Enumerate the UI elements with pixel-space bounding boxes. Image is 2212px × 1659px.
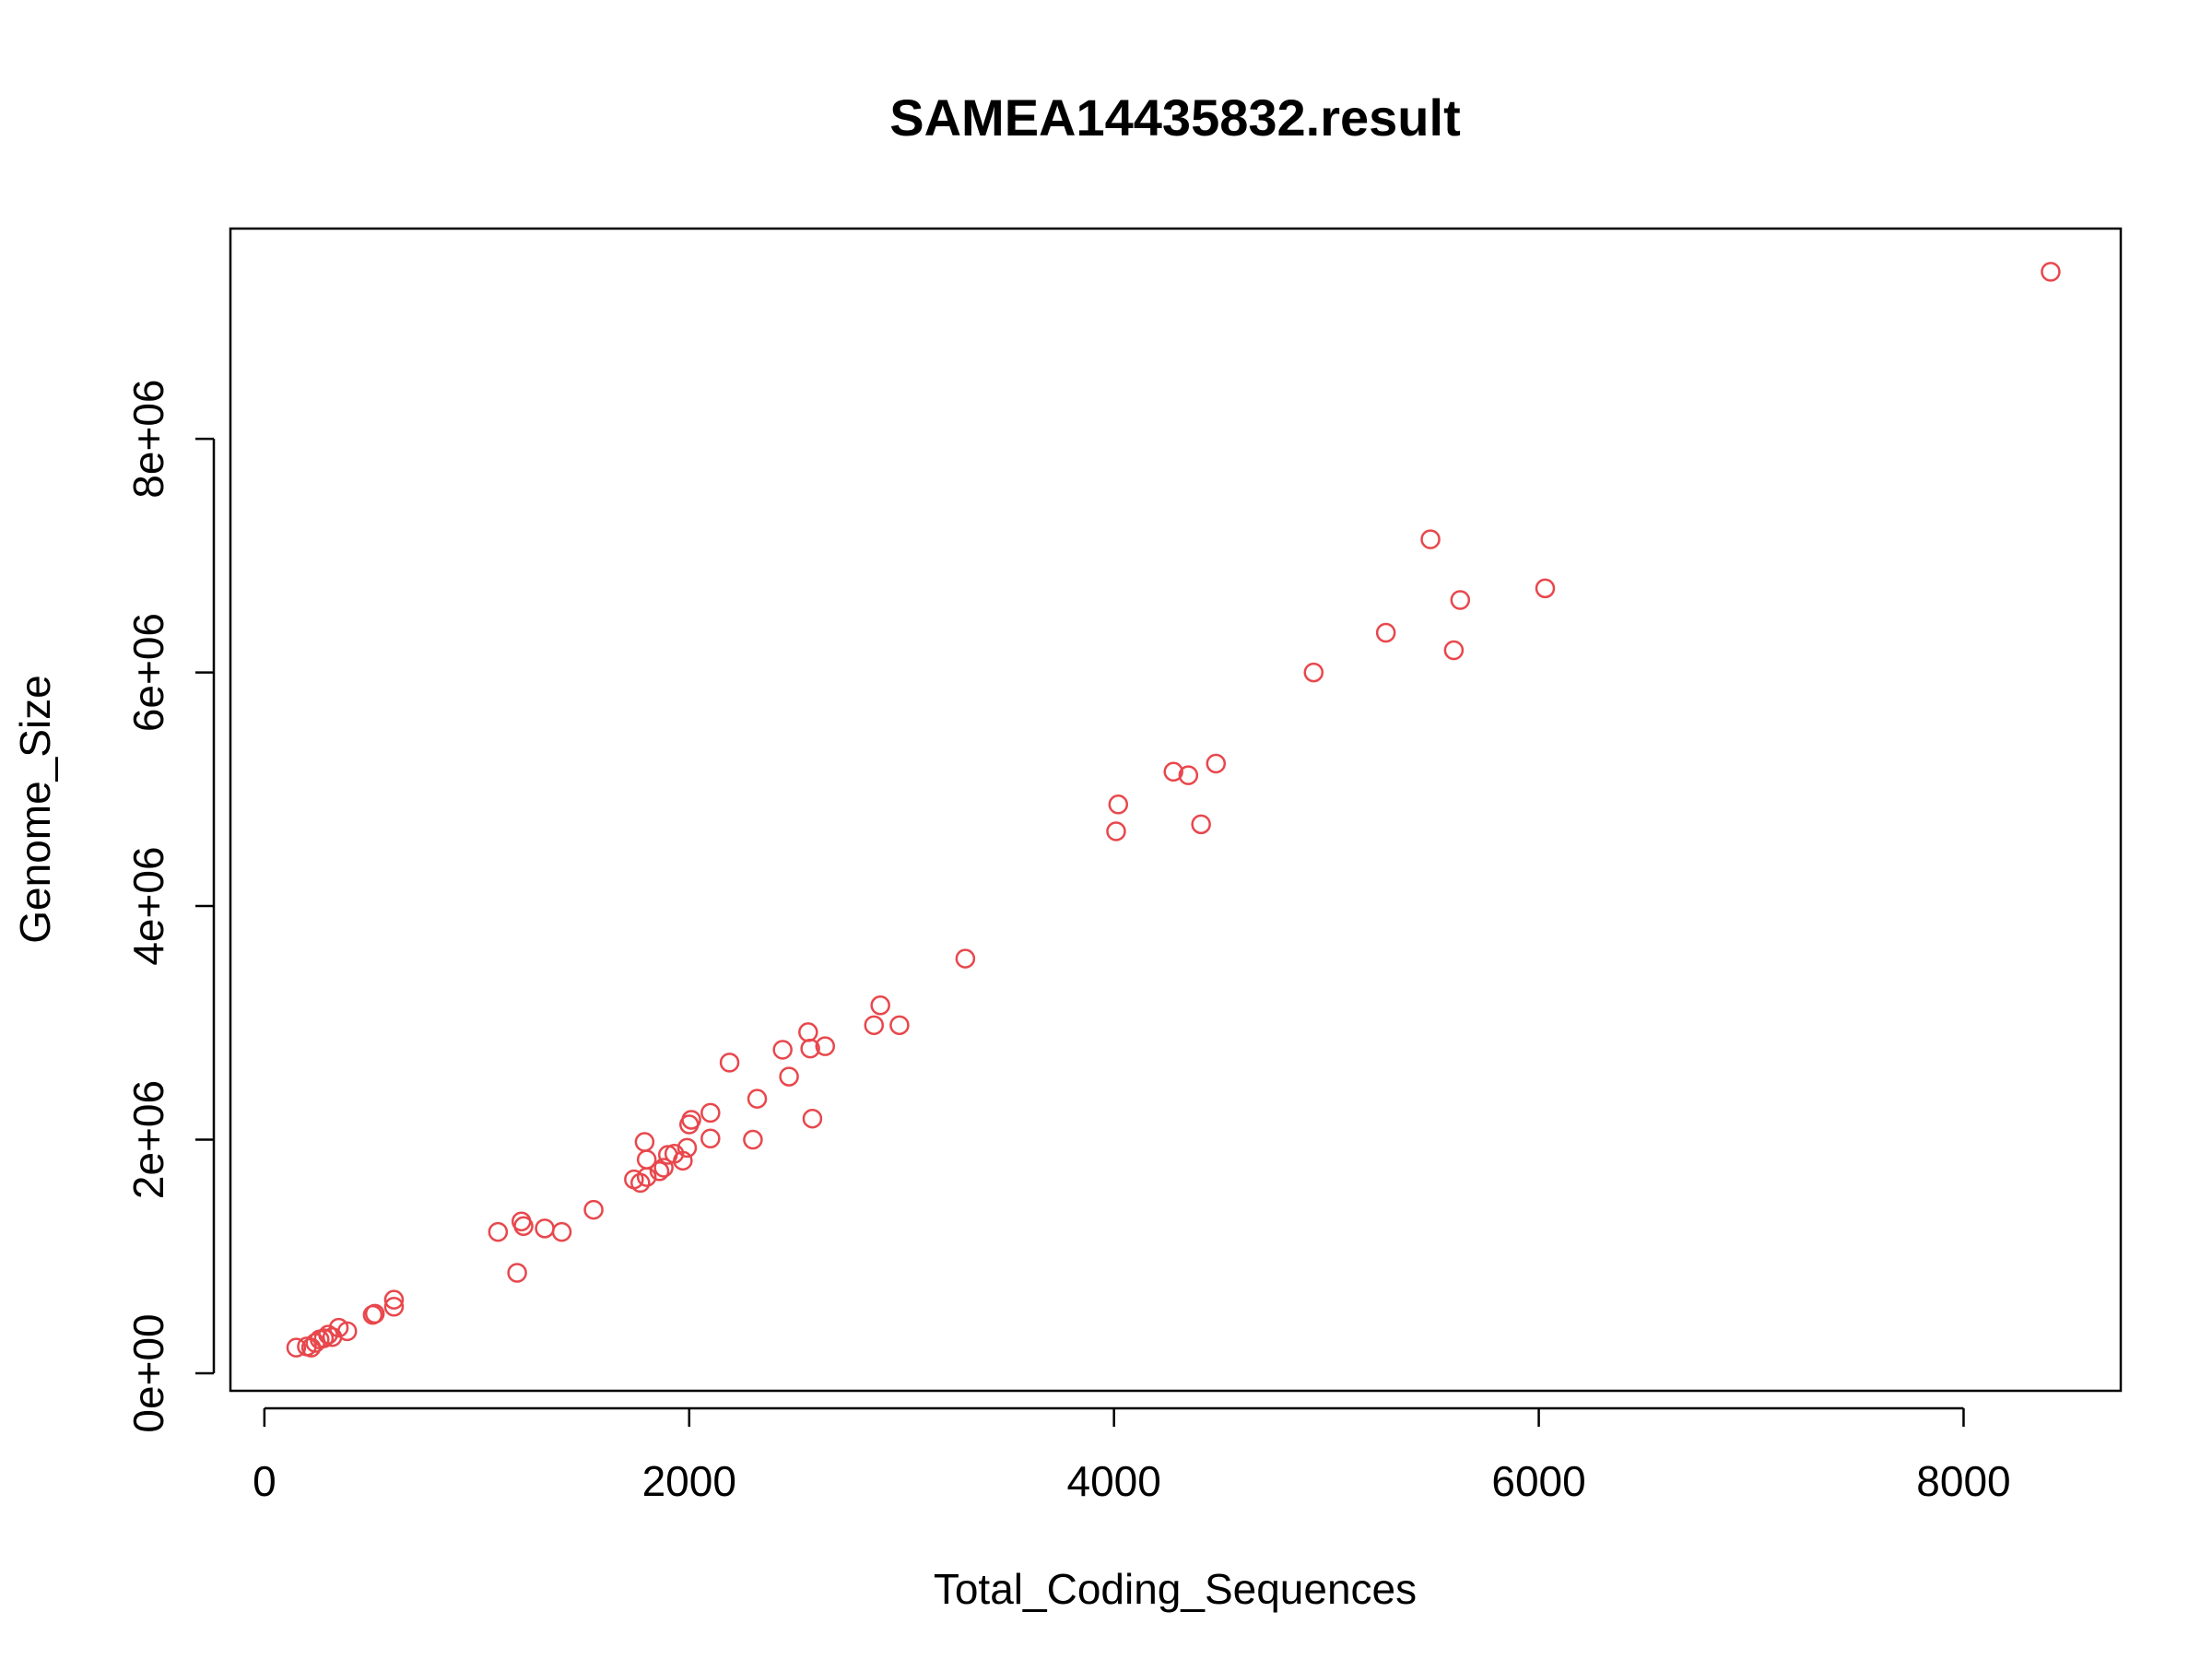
- data-point: [551, 1221, 572, 1242]
- data-point: [653, 1158, 674, 1178]
- data-point: [700, 1128, 721, 1149]
- y-tick-label: 0e+00: [124, 1313, 172, 1432]
- x-tick-label: 0: [253, 1457, 276, 1505]
- data-point: [364, 1303, 385, 1324]
- data-point: [649, 1160, 670, 1182]
- data-point: [889, 1015, 910, 1036]
- x-tick-label: 2000: [642, 1457, 736, 1505]
- data-point: [336, 1321, 358, 1342]
- chart-title: SAMEA14435832.result: [889, 88, 1460, 147]
- y-axis-label: Genome_Size: [11, 675, 59, 944]
- data-point: [700, 1102, 721, 1124]
- data-point: [286, 1337, 307, 1358]
- data-point: [1303, 662, 1324, 683]
- y-tick-label: 6e+06: [124, 613, 172, 732]
- data-point: [1106, 821, 1126, 841]
- data-point: [513, 1216, 534, 1237]
- data-point: [1375, 622, 1396, 643]
- data-point: [1206, 753, 1227, 774]
- data-point: [743, 1129, 763, 1150]
- x-tick-label: 4000: [1066, 1457, 1160, 1505]
- data-points: [286, 262, 2061, 1358]
- data-point: [630, 1172, 651, 1194]
- data-point: [507, 1263, 527, 1283]
- data-point: [681, 1110, 701, 1130]
- data-point: [1191, 814, 1211, 835]
- x-axis: 0 2000 4000 6000 8000: [253, 1406, 2011, 1505]
- data-point: [313, 1328, 335, 1348]
- data-point: [634, 1132, 655, 1152]
- data-point: [1163, 761, 1183, 782]
- data-point: [772, 1040, 793, 1060]
- data-point: [1450, 590, 1471, 610]
- data-point: [1108, 794, 1129, 815]
- data-point: [1535, 578, 1556, 599]
- data-point: [383, 1289, 405, 1310]
- y-axis: 0e+00 2e+06 4e+06 6e+06 8e+06: [124, 380, 216, 1433]
- data-point: [798, 1022, 818, 1042]
- plot-frame: [229, 227, 2123, 1393]
- data-point: [800, 1038, 820, 1059]
- data-point: [1178, 765, 1199, 785]
- data-point: [583, 1199, 604, 1220]
- y-tick-label: 2e+06: [124, 1080, 172, 1199]
- data-point: [2041, 262, 2061, 282]
- y-tick-label: 4e+06: [124, 846, 172, 965]
- y-tick-label: 8e+06: [124, 380, 172, 499]
- x-tick-label: 8000: [1916, 1457, 2010, 1505]
- x-tick-label: 6000: [1491, 1457, 1585, 1505]
- data-point: [864, 1015, 885, 1036]
- data-point: [636, 1149, 657, 1170]
- data-point: [747, 1088, 768, 1109]
- data-point: [677, 1137, 698, 1159]
- data-point: [802, 1108, 823, 1129]
- x-axis-label: Total_Coding_Sequences: [934, 1565, 1417, 1613]
- data-point: [488, 1221, 509, 1242]
- data-point: [328, 1317, 349, 1338]
- data-point: [535, 1218, 555, 1239]
- data-point: [779, 1066, 799, 1087]
- data-point: [1443, 640, 1465, 661]
- data-point: [383, 1297, 405, 1317]
- data-point: [870, 995, 890, 1016]
- data-point: [815, 1036, 836, 1056]
- data-point: [719, 1053, 740, 1073]
- data-point: [673, 1150, 693, 1171]
- data-point: [1420, 529, 1441, 549]
- data-point: [955, 948, 976, 969]
